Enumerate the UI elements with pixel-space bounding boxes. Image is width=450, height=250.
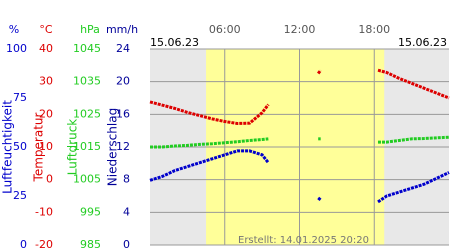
y-tick-label: 30 (39, 75, 53, 88)
data-line (149, 149, 270, 182)
axis-title: Luftdruck (66, 119, 80, 176)
y-tick-label: 1045 (73, 42, 101, 55)
y-tick-label: 20 (39, 107, 53, 120)
created-note: Erstellt: 14.01.2025 20:20 (238, 235, 369, 246)
data-line (377, 68, 450, 100)
axis-title: Niederschlag (106, 108, 120, 186)
y-tick-label: 25 (13, 189, 27, 202)
y-tick-label: 20 (116, 75, 130, 88)
data-line (149, 100, 270, 125)
axis-unit: % (9, 23, 19, 36)
y-tick-label: 75 (13, 91, 27, 104)
y-tick-label: 1025 (73, 107, 101, 120)
data-line (316, 69, 322, 75)
axis-unit: hPa (80, 23, 100, 36)
data-line (377, 171, 450, 204)
y-tick-label: 0 (46, 173, 53, 186)
y-tick-label: 985 (80, 238, 101, 250)
data-line (317, 196, 322, 202)
axis-title: Luftfeuchtigkeit (1, 100, 15, 194)
axis-title: Temperatur (32, 112, 46, 182)
y-tick-label: 40 (39, 42, 53, 55)
y-tick-label: 995 (80, 205, 101, 218)
x-tick-label: 06:00 (209, 23, 241, 36)
date-right: 15.06.23 (398, 36, 447, 49)
y-tick-label: 16 (116, 107, 130, 120)
y-tick-label: 0 (123, 238, 130, 250)
x-tick-label: 12:00 (284, 23, 316, 36)
data-line (150, 137, 269, 149)
y-tick-label: 12 (116, 140, 130, 153)
axis-unit: °C (39, 23, 53, 36)
date-left: 15.06.23 (150, 36, 199, 49)
y-tick-label: 1005 (73, 173, 101, 186)
y-tick-label: 1035 (73, 75, 101, 88)
y-tick-label: 8 (123, 173, 130, 186)
axis-unit: mm/h (106, 23, 138, 36)
y-tick-label: 10 (39, 140, 53, 153)
y-tick-label: 100 (6, 42, 27, 55)
x-tick-label: 18:00 (358, 23, 390, 36)
y-tick-label: -10 (35, 205, 53, 218)
y-tick-label: 24 (116, 42, 130, 55)
y-tick-label: 4 (123, 205, 130, 218)
y-tick-label: 1015 (73, 140, 101, 153)
y-tick-label: 50 (13, 140, 27, 153)
y-tick-label: -20 (35, 238, 53, 250)
data-line (377, 135, 450, 144)
y-tick-label: 0 (20, 238, 27, 250)
